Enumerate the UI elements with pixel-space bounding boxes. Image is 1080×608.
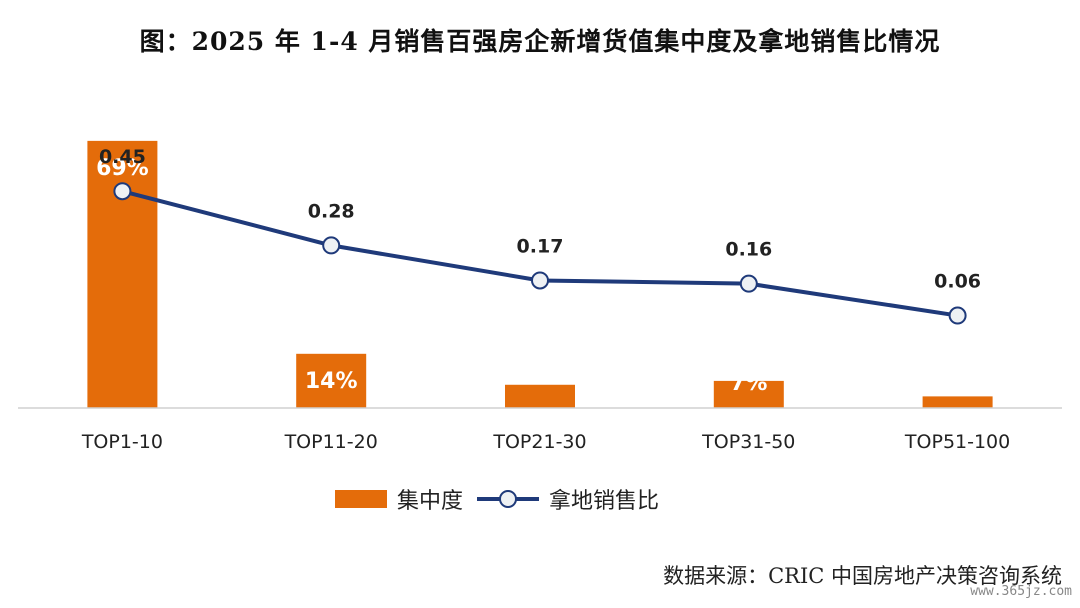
bar-TOP1-10 [87, 140, 158, 408]
x-tick-TOP11-20: TOP11-20 [284, 431, 378, 453]
line-label-TOP1-10: 0.45 [99, 146, 146, 168]
line-label-TOP31-50: 0.16 [725, 239, 772, 261]
legend-line-swatch [477, 487, 540, 511]
line-marker-TOP1-10 [113, 182, 132, 201]
watermark: www.365jz.com [970, 584, 1072, 599]
line-label-TOP11-20: 0.28 [308, 200, 355, 222]
x-tick-TOP51-100: TOP51-100 [904, 431, 1010, 453]
line-label-TOP21-30: 0.17 [517, 235, 564, 257]
chart-legend: 集中度 拿地销售比 [335, 483, 659, 515]
x-tick-TOP21-30: TOP21-30 [492, 431, 586, 453]
bar-TOP51-100 [922, 396, 993, 408]
bar-TOP31-50 [713, 380, 784, 408]
line-marker-TOP11-20 [322, 236, 341, 255]
chart-title: 图：2025 年 1-4 月销售百强房企新增货值集中度及拿地销售比情况 [139, 27, 941, 56]
line-label-TOP51-100: 0.06 [934, 271, 981, 293]
x-tick-TOP31-50: TOP31-50 [701, 431, 795, 453]
legend-bar-label: 集中度 [397, 489, 464, 514]
line-marker-TOP21-30 [531, 271, 549, 290]
legend-bar-swatch [335, 490, 387, 508]
x-tick-TOP1-10: TOP1-10 [81, 431, 163, 453]
legend-line-label: 拿地销售比 [549, 489, 660, 514]
chart-plot: 69% 14% 7% 0.45 0.28 0.17 0.16 0.06 TOP1-10 TOP… [18, 140, 1062, 453]
line-marker-TOP31-50 [739, 274, 758, 293]
bar-label-TOP11-20: 14% [305, 369, 358, 394]
bar-label-TOP1-10: 69% [96, 156, 149, 181]
line-marker-TOP51-100 [948, 306, 967, 325]
source-note: 数据来源：CRIC 中国房地产决策咨询系统 [663, 564, 1062, 588]
bar-TOP21-30 [505, 384, 575, 408]
bar-TOP11-20 [296, 353, 367, 408]
bar-label-TOP31-50: 7% [730, 371, 767, 396]
